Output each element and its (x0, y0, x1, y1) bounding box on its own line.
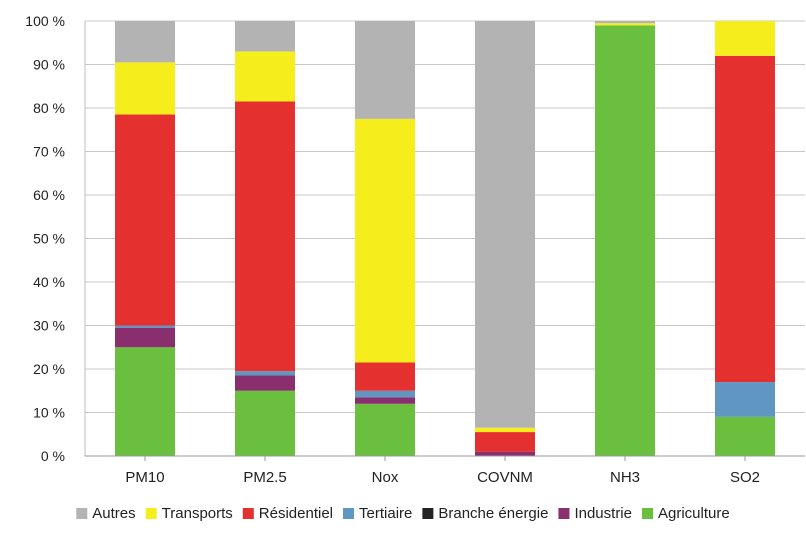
bar-segment-agriculture (715, 416, 775, 456)
legend-swatch (422, 508, 434, 519)
y-tick-label: 50 % (33, 231, 65, 247)
bar-segment-r-sidentiel (475, 432, 535, 452)
legend-label: Agriculture (658, 505, 730, 522)
bar-segment-r-sidentiel (715, 55, 775, 383)
legend-item: Transports (145, 505, 233, 522)
bar-segment-transports (115, 62, 175, 115)
legend-item: Résidentiel (242, 505, 333, 522)
bar-segment-agriculture (235, 390, 295, 456)
legend-label: Branche énergie (438, 505, 548, 522)
y-tick-label: 70 % (33, 144, 65, 160)
legend-item: Tertiaire (343, 505, 412, 522)
legend-swatch (343, 508, 355, 519)
bars (115, 21, 775, 456)
bar-segment-r-sidentiel (235, 101, 295, 372)
bar-segment-autres (475, 21, 535, 428)
bar-segment-autres (595, 21, 655, 24)
bar-segment-autres (235, 21, 295, 52)
x-tick-label: NH3 (610, 469, 640, 486)
bar-segment-agriculture (595, 25, 655, 456)
x-tick-label: Nox (372, 469, 399, 486)
axes: 0 % 10 % 20 % 30 % 40 % 50 % 60 % 70 % 80 % 90 % 1… (25, 13, 805, 486)
legend-swatch (558, 508, 570, 519)
legend-swatch (242, 508, 254, 519)
grid-lines (85, 20, 805, 457)
legend-label: Transports (162, 505, 233, 522)
bar-segment-tertiaire (355, 390, 415, 398)
bar-segment-transports (355, 118, 415, 363)
bar-segment-autres (115, 21, 175, 63)
bar-segment-agriculture (115, 347, 175, 456)
x-tick-label: COVNM (477, 469, 533, 486)
legend-item: Agriculture (642, 505, 730, 522)
bar-segment-agriculture (355, 403, 415, 456)
bar-segment-transports (595, 23, 655, 26)
y-tick-label: 100 % (25, 13, 65, 29)
bar-segment-tertiaire (115, 325, 175, 328)
y-tick-label: 0 % (41, 448, 65, 464)
legend-swatch (76, 508, 88, 519)
bar-segment-tertiaire (715, 382, 775, 417)
bar-segment-industrie (235, 375, 295, 391)
legend: Autres Transports Résidentiel Tertiaire Bran… (76, 505, 730, 522)
y-tick-label: 90 % (33, 57, 65, 73)
y-tick-label: 60 % (33, 187, 65, 203)
legend-label: Autres (92, 505, 135, 522)
legend-swatch (145, 508, 157, 519)
legend-item: Branche énergie (422, 505, 548, 522)
bar-segment-tertiaire (235, 371, 295, 376)
legend-item: Autres (76, 505, 136, 522)
x-tick-label: SO2 (730, 469, 760, 486)
y-tick-label: 20 % (33, 361, 65, 377)
bar-segment-industrie (115, 327, 175, 348)
y-tick-label: 80 % (33, 100, 65, 116)
legend-label: Industrie (574, 505, 632, 522)
y-tick-label: 40 % (33, 274, 65, 290)
y-tick-label: 10 % (33, 405, 65, 421)
bar-segment-r-sidentiel (355, 362, 415, 391)
x-tick-label: PM10 (125, 469, 164, 486)
legend-label: Résidentiel (259, 505, 333, 522)
bar-segment-industrie (355, 397, 415, 404)
legend-swatch (642, 508, 653, 519)
bar-segment-transports (475, 427, 535, 433)
bar-segment-transports (715, 21, 775, 56)
bar-segment-autres (355, 21, 415, 119)
y-tick-label: 30 % (33, 318, 65, 334)
legend-item: Industrie (558, 505, 632, 522)
legend-label: Tertiaire (359, 505, 412, 522)
x-tick-label: PM2.5 (243, 469, 286, 486)
bar-segment-r-sidentiel (115, 114, 175, 326)
bar-segment-industrie (475, 451, 535, 456)
bar-segment-transports (235, 51, 295, 102)
